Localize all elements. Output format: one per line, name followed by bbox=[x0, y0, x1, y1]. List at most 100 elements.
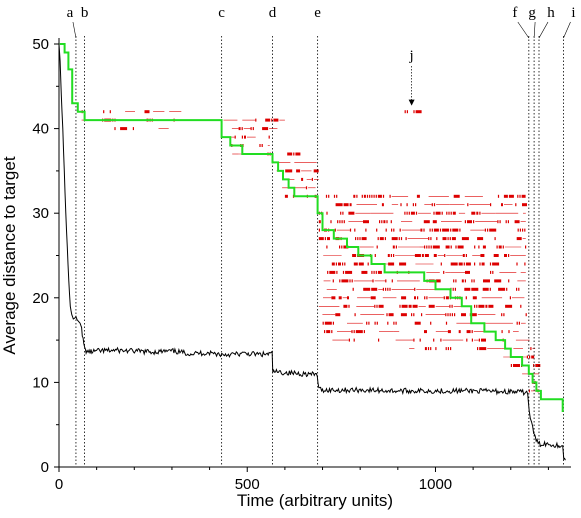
red-mark bbox=[433, 203, 436, 207]
red-mark bbox=[376, 245, 378, 249]
red-mark bbox=[440, 262, 442, 266]
red-mark bbox=[374, 254, 376, 257]
red-mark bbox=[363, 194, 366, 198]
red-mark bbox=[324, 237, 326, 241]
red-mark bbox=[517, 228, 519, 232]
red-mark bbox=[368, 321, 370, 325]
red-mark bbox=[516, 262, 518, 266]
red-mark bbox=[393, 254, 395, 257]
red-mark bbox=[343, 304, 348, 308]
red-mark bbox=[401, 296, 407, 300]
red-mark bbox=[391, 279, 393, 283]
marker-leader-h bbox=[538, 21, 549, 39]
red-mark bbox=[482, 245, 486, 249]
red-mark bbox=[241, 135, 243, 139]
red-mark bbox=[449, 313, 451, 317]
red-mark bbox=[524, 262, 526, 266]
red-mark bbox=[366, 321, 368, 325]
red-mark bbox=[453, 279, 455, 283]
red-mark bbox=[471, 338, 473, 342]
marker-leader-i bbox=[563, 21, 571, 39]
red-mark bbox=[471, 211, 476, 215]
red-mark bbox=[530, 347, 532, 351]
red-mark bbox=[464, 279, 466, 283]
marker-label-b: b bbox=[81, 5, 89, 21]
red-mark bbox=[426, 296, 428, 300]
red-mark bbox=[401, 304, 408, 308]
red-mark bbox=[489, 287, 491, 291]
red-mark bbox=[374, 321, 376, 325]
red-mark bbox=[374, 304, 376, 308]
red-mark bbox=[424, 254, 429, 257]
red-mark bbox=[490, 270, 492, 274]
marker-label-a: a bbox=[67, 5, 74, 21]
red-mark bbox=[333, 194, 336, 198]
red-mark bbox=[529, 355, 531, 359]
red-mark bbox=[351, 279, 353, 283]
red-mark bbox=[400, 237, 403, 241]
y-tick-label: 50 bbox=[32, 36, 49, 53]
red-mark bbox=[496, 245, 498, 249]
annotation-label-j: j bbox=[409, 48, 414, 64]
red-mark bbox=[466, 338, 468, 342]
red-mark bbox=[499, 220, 501, 224]
red-mark bbox=[465, 254, 467, 257]
red-mark bbox=[262, 127, 269, 131]
red-mark bbox=[265, 118, 271, 122]
red-mark bbox=[429, 228, 431, 232]
red-mark bbox=[411, 313, 413, 317]
red-mark bbox=[390, 220, 392, 224]
red-mark bbox=[234, 135, 236, 139]
red-mark bbox=[478, 338, 480, 342]
red-mark bbox=[348, 338, 350, 342]
red-mark bbox=[336, 270, 338, 274]
red-mark bbox=[423, 220, 430, 224]
red-mark bbox=[474, 262, 476, 266]
red-mark bbox=[144, 110, 150, 114]
red-mark bbox=[481, 338, 486, 342]
red-mark bbox=[414, 321, 421, 325]
red-mark bbox=[377, 194, 382, 198]
marker-leader-a bbox=[72, 21, 77, 39]
red-mark bbox=[478, 304, 485, 308]
red-mark bbox=[449, 304, 451, 308]
red-mark bbox=[521, 194, 526, 198]
red-mark bbox=[447, 313, 449, 317]
red-mark bbox=[363, 287, 371, 291]
red-mark bbox=[295, 152, 301, 156]
red-mark bbox=[450, 245, 452, 249]
red-mark bbox=[487, 228, 489, 232]
red-mark bbox=[462, 254, 465, 257]
red-mark bbox=[443, 296, 445, 300]
red-mark bbox=[517, 194, 519, 198]
red-mark bbox=[471, 287, 479, 291]
red-mark bbox=[508, 330, 510, 334]
red-mark bbox=[525, 313, 527, 317]
red-mark bbox=[366, 194, 369, 198]
red-mark bbox=[501, 203, 503, 207]
red-mark bbox=[522, 203, 527, 207]
red-mark bbox=[469, 313, 477, 317]
red-mark bbox=[335, 313, 341, 317]
red-mark bbox=[392, 245, 395, 249]
red-mark bbox=[435, 279, 441, 283]
red-mark bbox=[473, 279, 475, 283]
red-mark bbox=[509, 296, 511, 300]
red-mark bbox=[385, 228, 387, 232]
red-mark bbox=[273, 118, 279, 122]
red-mark bbox=[114, 127, 116, 131]
red-mark bbox=[324, 330, 326, 334]
red-mark bbox=[284, 194, 288, 198]
red-mark bbox=[450, 262, 458, 266]
red-mark bbox=[439, 228, 442, 232]
red-mark bbox=[464, 220, 466, 224]
red-mark bbox=[259, 144, 261, 147]
red-mark bbox=[473, 220, 475, 224]
red-mark bbox=[391, 237, 398, 241]
red-mark bbox=[367, 262, 369, 266]
red-mark bbox=[347, 296, 349, 300]
red-mark bbox=[484, 228, 486, 232]
red-mark bbox=[349, 279, 351, 283]
x-tick-label: 500 bbox=[235, 476, 260, 493]
